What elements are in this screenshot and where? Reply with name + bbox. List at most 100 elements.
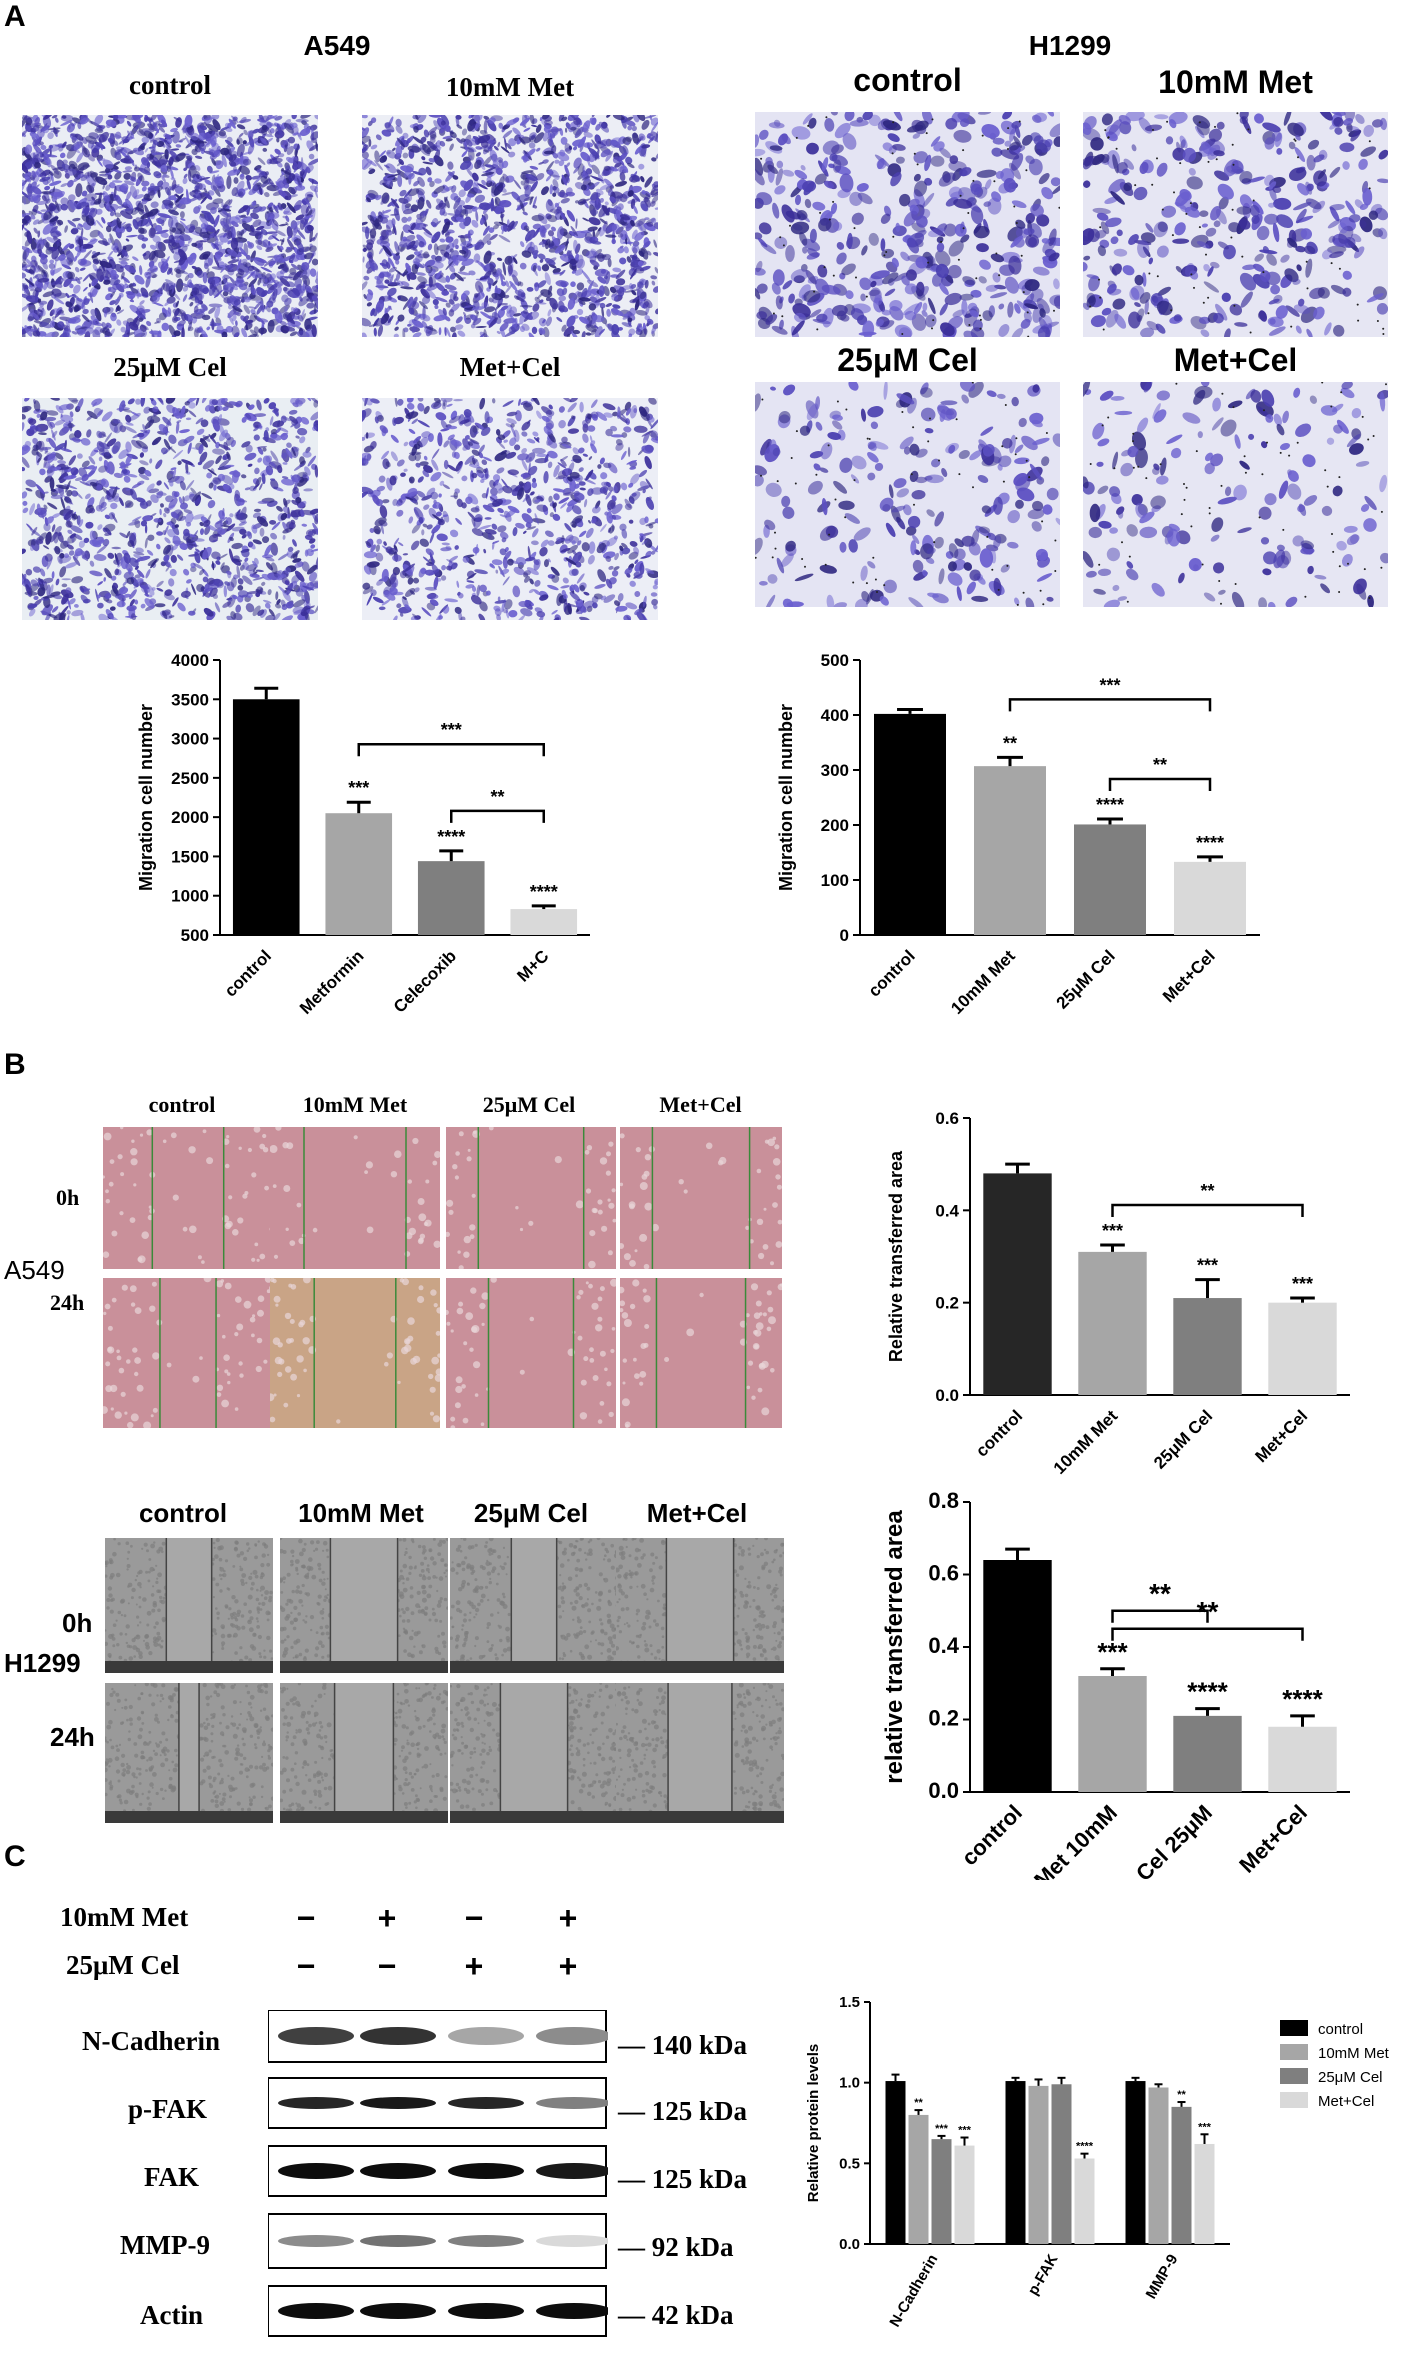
cell — [243, 296, 251, 303]
cell — [122, 408, 132, 413]
cell — [553, 493, 560, 501]
cell — [305, 600, 311, 608]
cell — [227, 570, 232, 579]
cell — [614, 162, 622, 168]
cell — [245, 444, 253, 453]
cell — [193, 563, 204, 570]
cell — [543, 150, 555, 155]
cell — [293, 132, 299, 136]
cell — [190, 487, 197, 495]
cell — [590, 209, 599, 216]
cell — [652, 286, 658, 293]
cell — [629, 175, 640, 183]
cell — [385, 281, 397, 286]
cell — [100, 478, 110, 488]
cell — [277, 202, 283, 210]
cell — [172, 130, 180, 144]
cell — [290, 550, 300, 559]
cell — [210, 135, 217, 148]
cell — [244, 140, 254, 147]
cell — [286, 246, 292, 251]
cell — [126, 120, 132, 127]
cell — [410, 222, 416, 231]
cell — [194, 140, 207, 144]
cell — [431, 260, 444, 269]
cell — [599, 486, 609, 494]
cell — [51, 571, 55, 579]
cell — [144, 469, 152, 477]
cell — [600, 138, 609, 149]
cell — [158, 123, 166, 128]
cell — [41, 237, 47, 246]
cell — [68, 316, 81, 324]
cell — [535, 301, 547, 305]
cell — [403, 468, 408, 472]
cell — [225, 517, 233, 525]
cell — [549, 184, 554, 195]
cell — [497, 157, 504, 163]
cell — [107, 237, 112, 244]
cell — [110, 291, 116, 298]
cell — [126, 234, 138, 238]
cell — [70, 306, 75, 311]
cell — [641, 119, 650, 130]
cell — [207, 276, 214, 283]
cell — [582, 175, 590, 182]
cell — [631, 244, 640, 253]
cell — [440, 120, 446, 126]
cell — [260, 137, 268, 145]
cell — [254, 301, 262, 310]
cell — [38, 440, 45, 452]
cell — [276, 283, 283, 287]
cell — [303, 488, 314, 492]
cell — [312, 522, 318, 535]
cell — [223, 232, 227, 238]
cell — [168, 578, 175, 587]
a549-title: A549 — [303, 30, 371, 61]
cell — [149, 330, 162, 335]
cell — [135, 547, 144, 553]
cell — [473, 253, 481, 263]
cell — [404, 604, 411, 610]
cell — [256, 287, 266, 298]
cell — [538, 327, 546, 335]
cell — [263, 398, 270, 404]
cell — [22, 405, 32, 413]
cell — [112, 582, 119, 589]
cell — [650, 438, 658, 444]
cell — [73, 256, 78, 262]
cell — [366, 302, 372, 307]
cell — [576, 573, 585, 584]
cell — [474, 309, 479, 314]
cell — [379, 179, 388, 186]
cell — [274, 310, 283, 324]
cell — [609, 196, 617, 204]
cell — [273, 406, 279, 417]
cell — [75, 183, 83, 198]
cell — [646, 221, 654, 227]
cell — [229, 264, 237, 269]
cell — [607, 485, 614, 492]
cell — [232, 305, 243, 313]
cell — [551, 574, 560, 583]
cell — [613, 535, 618, 540]
cell — [362, 135, 371, 144]
cell — [362, 436, 366, 441]
cell — [396, 161, 403, 167]
cell — [268, 260, 276, 267]
cell — [415, 217, 423, 226]
cell — [68, 243, 75, 249]
cell — [519, 262, 527, 270]
cell — [507, 263, 513, 275]
cell — [249, 573, 260, 578]
cell — [490, 487, 498, 496]
cell — [514, 444, 521, 451]
cell — [87, 470, 96, 477]
cell — [157, 398, 164, 405]
cell — [362, 281, 368, 291]
cell — [68, 598, 76, 605]
cell — [81, 550, 89, 561]
cell — [255, 225, 265, 231]
cell — [77, 258, 87, 266]
cell — [171, 335, 177, 337]
